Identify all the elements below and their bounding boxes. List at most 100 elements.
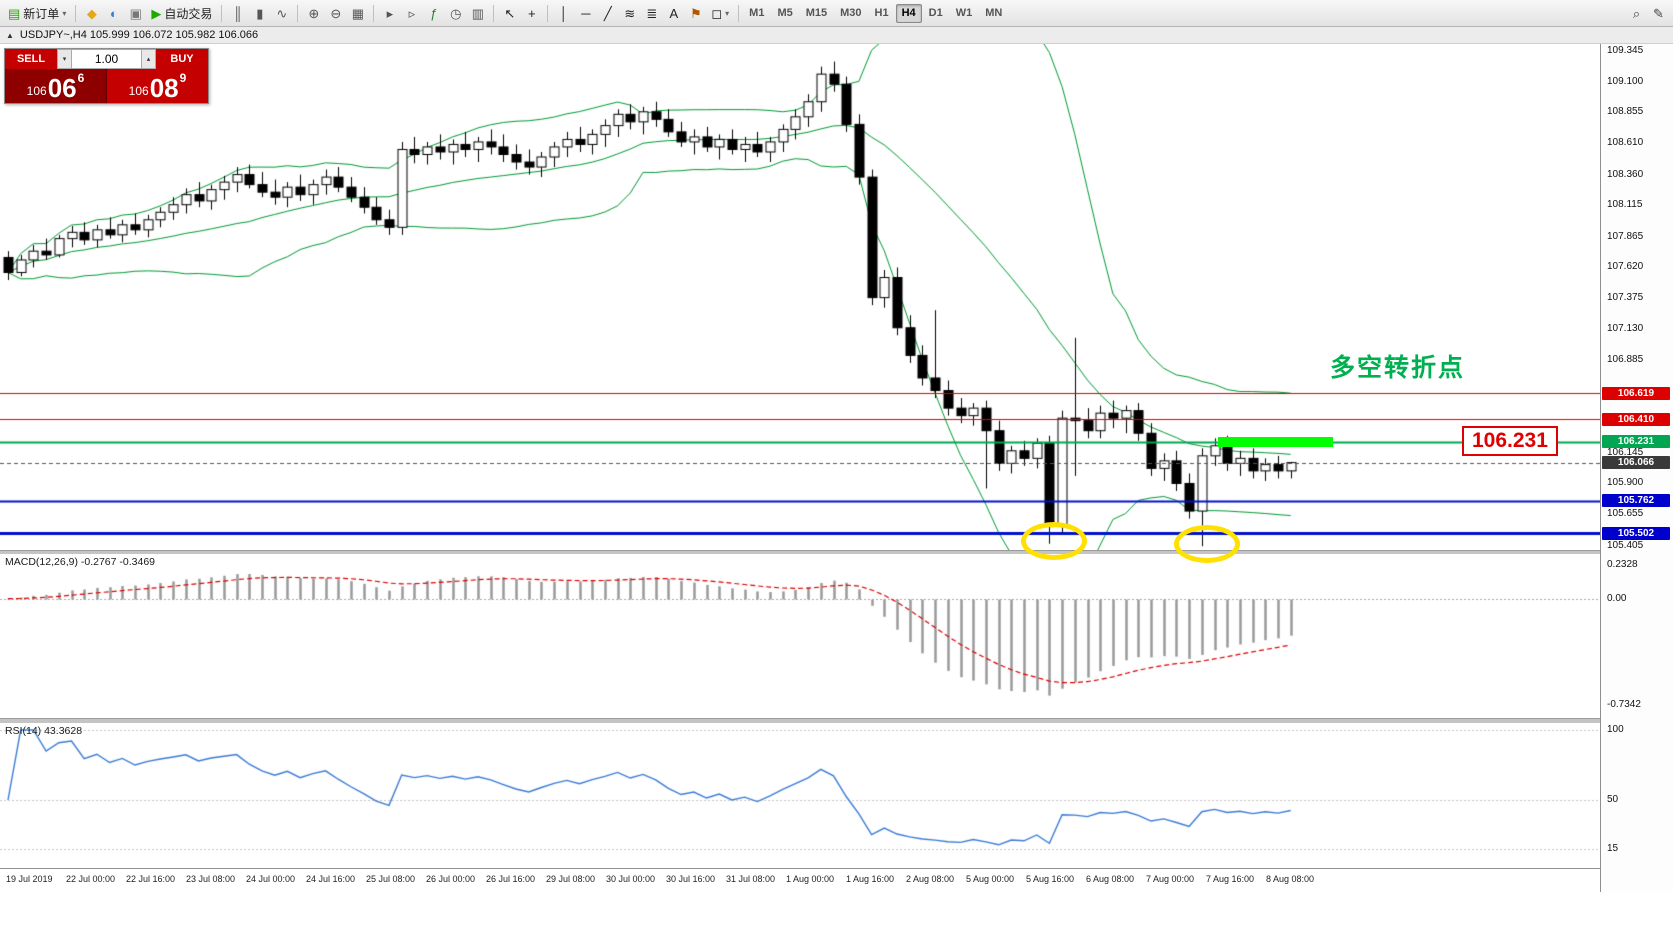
cursor-button[interactable]: ↖ [499,3,520,24]
price-tick-label: 109.100 [1607,75,1644,87]
timeframe-h4-button[interactable]: H4 [895,3,922,23]
price-tick-label: 107.865 [1607,230,1644,242]
line-chart-button[interactable]: ∿ [271,3,292,24]
templates-button[interactable]: ▥ [467,3,488,24]
crosshair-button[interactable]: + [521,3,542,24]
time-tick-label: 7 Aug 16:00 [1206,874,1255,884]
vertical-line-tool-button[interactable]: │ [553,3,574,24]
time-tick-label: 1 Aug 16:00 [846,874,895,884]
timeframe-h1-button[interactable]: H1 [869,4,895,23]
new-order-icon: ▤ [8,5,21,21]
price-tick-label: 108.855 [1607,106,1644,118]
panel-separator[interactable] [0,550,1673,554]
timeframe-w1-button[interactable]: W1 [950,4,979,23]
timeframe-m15-button[interactable]: M15 [800,4,833,23]
indicators-button[interactable]: ƒ [423,3,444,24]
horizontal-line-tool-icon: ─ [581,5,591,21]
terminal-button[interactable]: ▣ [125,3,146,24]
navigator-button[interactable]: ◐ [103,3,124,24]
periods-icon: ◷ [450,5,462,21]
time-tick-label: 30 Jul 00:00 [606,874,656,884]
price-tick-label: 105.655 [1607,508,1644,520]
channel-tool-button[interactable]: ≣ [641,3,662,24]
price-chart-canvas[interactable] [0,44,1600,550]
price-tick-label: 105.405 [1607,539,1644,551]
timeframe-mn-button[interactable]: MN [979,4,1008,23]
timeframe-d1-button[interactable]: D1 [923,4,949,23]
shapes-tool-icon: ◻ [711,5,723,21]
collapse-marker-icon[interactable]: ▲ [6,30,14,40]
price-tick-label: 107.375 [1607,292,1644,304]
price-callout-annotation[interactable]: 106.231 [1462,426,1558,456]
new-order-label: 新订单 [23,6,60,21]
arrow-tool-button[interactable]: ⚑ [685,3,706,24]
rsi-axis-label: 50 [1607,794,1619,805]
auto-scroll-button[interactable]: ▸ [379,3,400,24]
highlight-ellipse[interactable] [1021,522,1088,561]
macd-canvas[interactable] [0,553,1600,718]
auto-trading-label: 自动交易 [164,6,213,21]
timeframe-m1-button[interactable]: M1 [743,4,770,23]
text-tool-button[interactable]: A [663,3,684,24]
market-watch-button[interactable]: ◆ [81,3,102,24]
fibonacci-tool-icon: ≋ [624,5,636,21]
buy-button[interactable]: BUY [156,49,208,69]
volume-decrease-button[interactable]: ▾ [57,49,72,69]
macd-axis-label: 0.2328 [1607,559,1638,570]
sell-button[interactable]: SELL [5,49,57,69]
highlight-bar-annotation[interactable] [1218,436,1333,447]
bar-chart-icon: ║ [233,5,243,21]
horizontal-line-tool-button[interactable]: ─ [575,3,596,24]
price-badge: 106.410 [1602,412,1670,426]
timeframe-m5-button[interactable]: M5 [771,4,798,23]
price-tick-label: 106.145 [1607,446,1644,458]
shapes-tool-button[interactable]: ◻ ▾ [707,3,733,24]
toolbar-separator [547,4,549,22]
auto-trading-icon: ▶ [151,5,162,21]
time-axis[interactable]: 19 Jul 2019 22 Jul 00:00 22 Jul 16:00 23 Ju… [0,868,1600,893]
highlight-ellipse[interactable] [1173,524,1240,563]
bar-chart-button[interactable]: ║ [227,3,248,24]
auto-trading-button[interactable]: ▶ 自动交易 [147,3,216,24]
candlestick-chart-button[interactable]: ▮ [249,3,270,24]
quick-message-button[interactable]: ✎ [1648,3,1669,24]
arrow-tool-icon: ⚑ [690,5,702,21]
volume-increase-button[interactable]: ▴ [141,49,156,69]
toolbar-left-group: ▤ 新订单 ▾ ◆ ◐ ▣ ▶ 自动交易 ║ ▮ ∿ ⊕ ⊖ ▦ ▸ ▹ ƒ ◷ ▥ ↖ + │ ─ ╱ ≋ ≣ A ⚑ ◻ ▾ [4,3,743,24]
buy-price-display[interactable]: 106 08 9 [107,69,208,103]
rsi-axis-label: 15 [1607,843,1619,854]
macd-axis-label: 0.00 [1607,592,1627,604]
toolbar-separator [373,4,375,22]
sell-price-display[interactable]: 106 06 6 [5,69,107,103]
panel-separator[interactable] [0,718,1673,723]
search-button[interactable]: ⌕ [1626,3,1647,24]
price-tick-label: 108.115 [1607,199,1643,211]
market-watch-icon: ◆ [86,5,97,21]
trendline-tool-icon: ╱ [603,5,612,21]
price-tick-label: 108.360 [1607,168,1644,180]
turning-point-annotation[interactable]: 多空转折点 [1330,354,1466,382]
periods-button[interactable]: ◷ [445,3,466,24]
tile-windows-button[interactable]: ▦ [347,3,368,24]
chart-shift-button[interactable]: ▹ [401,3,422,24]
trendline-tool-button[interactable]: ╱ [597,3,618,24]
channel-tool-icon: ≣ [646,5,658,21]
price-axis[interactable]: 109.345 109.100 108.855 108.610 108.360 108.1… [1600,44,1673,892]
indicators-icon: ƒ [430,5,438,21]
time-tick-label: 5 Aug 00:00 [966,874,1015,884]
price-tick-label: 107.620 [1607,261,1644,273]
price-badge: 106.066 [1602,456,1670,470]
tile-windows-icon: ▦ [351,5,364,21]
rsi-canvas[interactable] [0,722,1600,868]
timeframe-m30-button[interactable]: M30 [834,4,867,23]
terminal-icon: ▣ [129,5,142,21]
zoom-out-button[interactable]: ⊖ [325,3,346,24]
vertical-line-tool-icon: │ [559,5,568,21]
zoom-in-button[interactable]: ⊕ [303,3,324,24]
macd-label: MACD(12,26,9) -0.2767 -0.3469 [5,556,155,568]
fibonacci-tool-button[interactable]: ≋ [619,3,640,24]
toolbar-separator [75,4,77,22]
volume-input[interactable] [72,49,141,69]
toolbar-separator [738,4,740,22]
new-order-button[interactable]: ▤ 新订单 ▾ [4,3,70,24]
